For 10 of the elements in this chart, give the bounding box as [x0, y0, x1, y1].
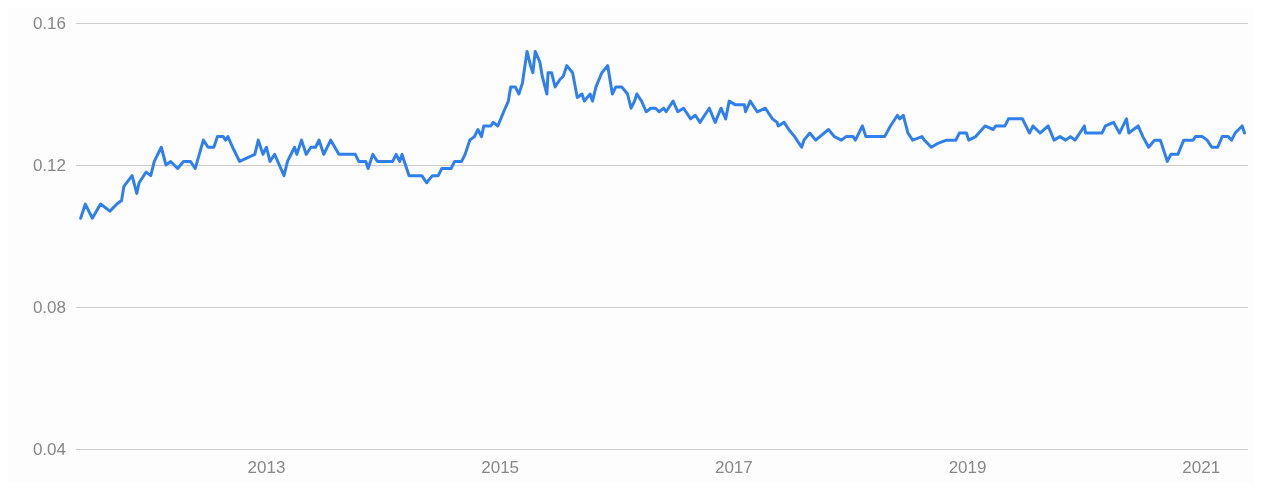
y-tick-label: 0.08	[32, 297, 66, 317]
x-tick-label: 2013	[247, 458, 286, 477]
x-tick-label: 2021	[1182, 458, 1221, 477]
x-tick-label: 2019	[948, 458, 987, 477]
x-tick-label: 2017	[714, 458, 753, 477]
y-tick-label: 0.04	[32, 439, 66, 459]
y-tick-label: 0.16	[32, 13, 66, 33]
y-tick-label: 0.12	[32, 155, 66, 175]
x-tick-label: 2015	[481, 458, 520, 477]
line-series	[79, 49, 1246, 220]
